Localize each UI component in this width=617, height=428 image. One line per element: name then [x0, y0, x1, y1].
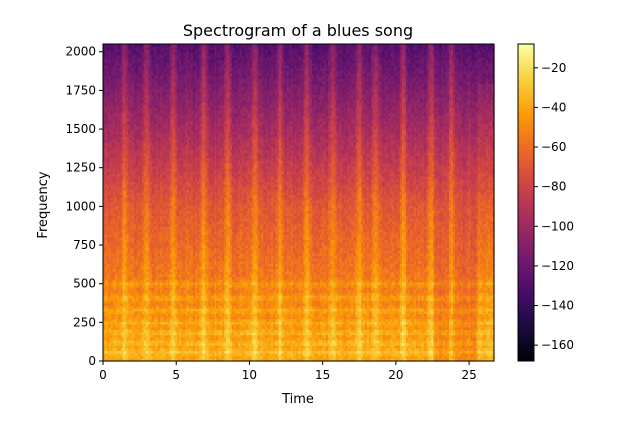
- spectrogram-heatmap: [103, 44, 495, 362]
- chart-title: Spectrogram of a blues song: [183, 21, 413, 40]
